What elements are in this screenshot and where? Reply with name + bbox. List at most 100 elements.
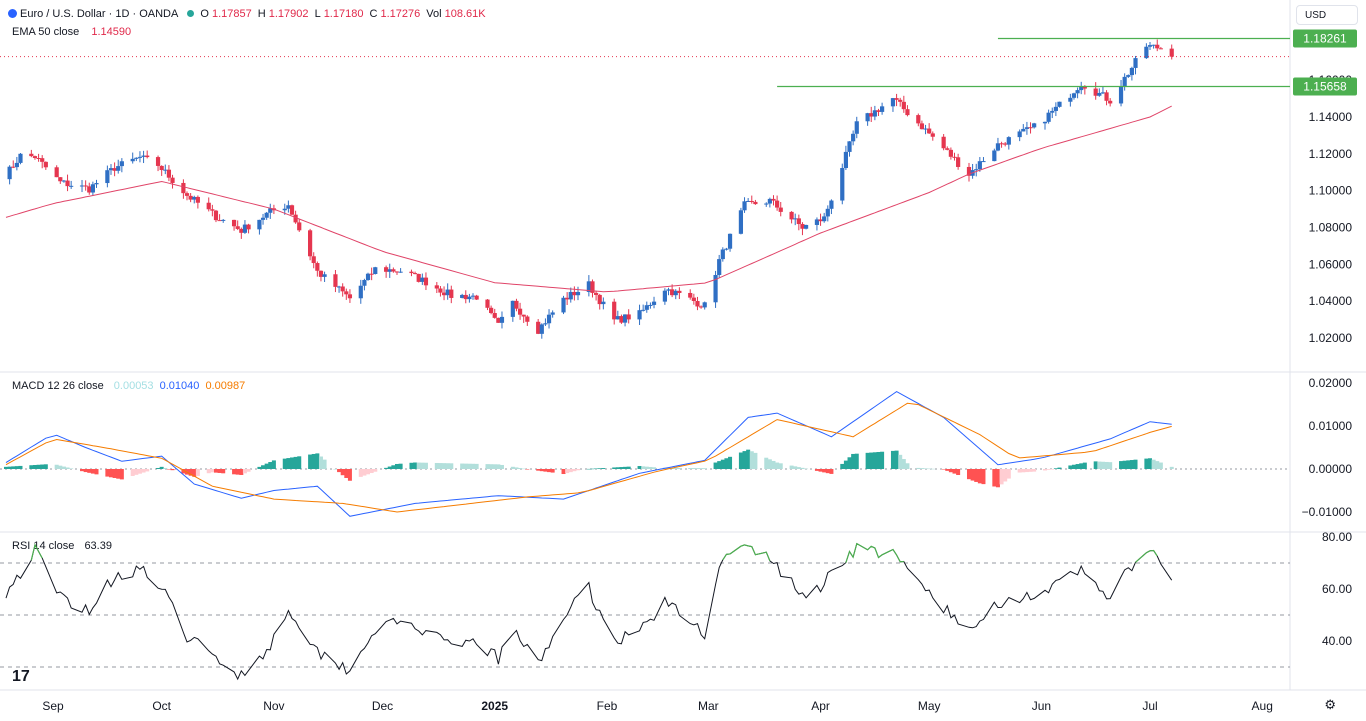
candle-body[interactable] bbox=[235, 226, 240, 229]
candle-body[interactable] bbox=[231, 219, 237, 227]
candle-body[interactable] bbox=[1104, 92, 1109, 101]
candle-body[interactable] bbox=[995, 143, 1001, 151]
candle-body[interactable] bbox=[11, 166, 16, 168]
candle-body[interactable] bbox=[568, 291, 573, 300]
candle-body[interactable] bbox=[738, 210, 744, 234]
candle-body[interactable] bbox=[666, 289, 671, 291]
candle-body[interactable] bbox=[1118, 86, 1124, 104]
candle-body[interactable] bbox=[546, 314, 552, 324]
candle-body[interactable] bbox=[865, 113, 870, 122]
candle-body[interactable] bbox=[948, 149, 953, 157]
ema-50-line[interactable] bbox=[5, 105, 1172, 293]
candle-body[interactable] bbox=[213, 210, 219, 221]
candle-body[interactable] bbox=[749, 200, 754, 202]
candle-body[interactable] bbox=[1126, 75, 1131, 77]
candle-body[interactable] bbox=[720, 249, 725, 260]
candle-body[interactable] bbox=[930, 133, 935, 137]
candle-body[interactable] bbox=[130, 158, 135, 162]
candle-body[interactable] bbox=[137, 156, 143, 158]
candle-body[interactable] bbox=[775, 200, 780, 208]
candle-body[interactable] bbox=[677, 290, 682, 293]
candle-body[interactable] bbox=[188, 195, 193, 200]
candle-body[interactable] bbox=[717, 259, 722, 275]
candle-body[interactable] bbox=[365, 273, 371, 280]
candle-body[interactable] bbox=[746, 200, 751, 202]
candle-body[interactable] bbox=[793, 218, 798, 220]
candle-body[interactable] bbox=[698, 306, 704, 308]
candle-body[interactable] bbox=[282, 208, 287, 211]
candle-body[interactable] bbox=[778, 207, 783, 212]
candle-body[interactable] bbox=[1133, 58, 1138, 68]
candle-body[interactable] bbox=[1155, 44, 1160, 49]
candle-body[interactable] bbox=[61, 180, 67, 182]
candle-body[interactable] bbox=[612, 301, 617, 320]
candle-body[interactable] bbox=[485, 299, 490, 308]
candle-body[interactable] bbox=[268, 208, 273, 213]
candle-body[interactable] bbox=[517, 308, 523, 315]
ema-legend[interactable]: EMA 50 close 1.14590 bbox=[12, 26, 134, 38]
candle-body[interactable] bbox=[872, 110, 877, 117]
candle-body[interactable] bbox=[927, 128, 932, 134]
candle-body[interactable] bbox=[753, 201, 758, 205]
candle-body[interactable] bbox=[847, 141, 852, 152]
candle-body[interactable] bbox=[673, 290, 678, 296]
candle-body[interactable] bbox=[691, 297, 696, 302]
candle-body[interactable] bbox=[221, 219, 226, 221]
macd-line[interactable] bbox=[5, 391, 1172, 517]
candle-body[interactable] bbox=[184, 193, 190, 196]
candle-body[interactable] bbox=[29, 153, 34, 157]
candle-body[interactable] bbox=[83, 185, 88, 187]
candle-body[interactable] bbox=[470, 295, 476, 297]
candle-body[interactable] bbox=[905, 109, 910, 116]
candle-body[interactable] bbox=[163, 169, 168, 171]
candle-body[interactable] bbox=[648, 304, 653, 306]
candle-body[interactable] bbox=[384, 267, 389, 272]
candle-body[interactable] bbox=[626, 314, 631, 320]
settings-gear-icon[interactable]: ⚙ bbox=[1324, 697, 1336, 712]
candle-body[interactable] bbox=[854, 121, 859, 134]
candle-body[interactable] bbox=[764, 203, 769, 205]
candle-body[interactable] bbox=[391, 269, 396, 272]
candle-body[interactable] bbox=[825, 208, 830, 217]
rsi-line[interactable] bbox=[5, 542, 1173, 681]
candle-body[interactable] bbox=[590, 281, 595, 293]
candle-body[interactable] bbox=[641, 309, 646, 311]
candle-body[interactable] bbox=[1093, 88, 1098, 96]
macd-legend[interactable]: MACD 12 26 close 0.00053 0.01040 0.00987 bbox=[12, 380, 248, 392]
candle-body[interactable] bbox=[615, 316, 620, 320]
candle-body[interactable] bbox=[474, 295, 479, 300]
candle-body[interactable] bbox=[742, 201, 747, 211]
candle-body[interactable] bbox=[344, 291, 349, 295]
candle-body[interactable] bbox=[105, 170, 110, 184]
candle-body[interactable] bbox=[514, 300, 519, 309]
candle-body[interactable] bbox=[952, 156, 957, 158]
candle-body[interactable] bbox=[65, 180, 70, 187]
candle-body[interactable] bbox=[311, 256, 316, 264]
candle-body[interactable] bbox=[1050, 110, 1055, 113]
candle-body[interactable] bbox=[594, 292, 599, 295]
candle-body[interactable] bbox=[695, 301, 700, 307]
candle-body[interactable] bbox=[843, 151, 848, 169]
candle-body[interactable] bbox=[7, 166, 12, 180]
candle-body[interactable] bbox=[257, 219, 262, 230]
candle-body[interactable] bbox=[1042, 121, 1048, 124]
candle-body[interactable] bbox=[1028, 127, 1033, 129]
candle-body[interactable] bbox=[412, 273, 418, 275]
candle-body[interactable] bbox=[977, 161, 982, 170]
candle-body[interactable] bbox=[702, 302, 707, 308]
candle-body[interactable] bbox=[32, 156, 38, 159]
symbol-name[interactable]: Euro / U.S. Dollar · 1D · OANDA bbox=[20, 8, 179, 20]
candle-body[interactable] bbox=[492, 313, 497, 318]
candle-body[interactable] bbox=[289, 205, 295, 215]
candle-body[interactable] bbox=[1057, 101, 1062, 107]
candle-body[interactable] bbox=[981, 161, 986, 163]
candle-body[interactable] bbox=[800, 224, 805, 229]
candle-body[interactable] bbox=[69, 185, 74, 187]
candle-body[interactable] bbox=[195, 196, 200, 203]
candle-body[interactable] bbox=[919, 123, 925, 130]
candle-body[interactable] bbox=[246, 224, 251, 230]
candle-body[interactable] bbox=[644, 305, 649, 310]
candle-body[interactable] bbox=[145, 155, 150, 158]
candle-body[interactable] bbox=[1032, 123, 1037, 128]
candle-body[interactable] bbox=[496, 317, 501, 323]
